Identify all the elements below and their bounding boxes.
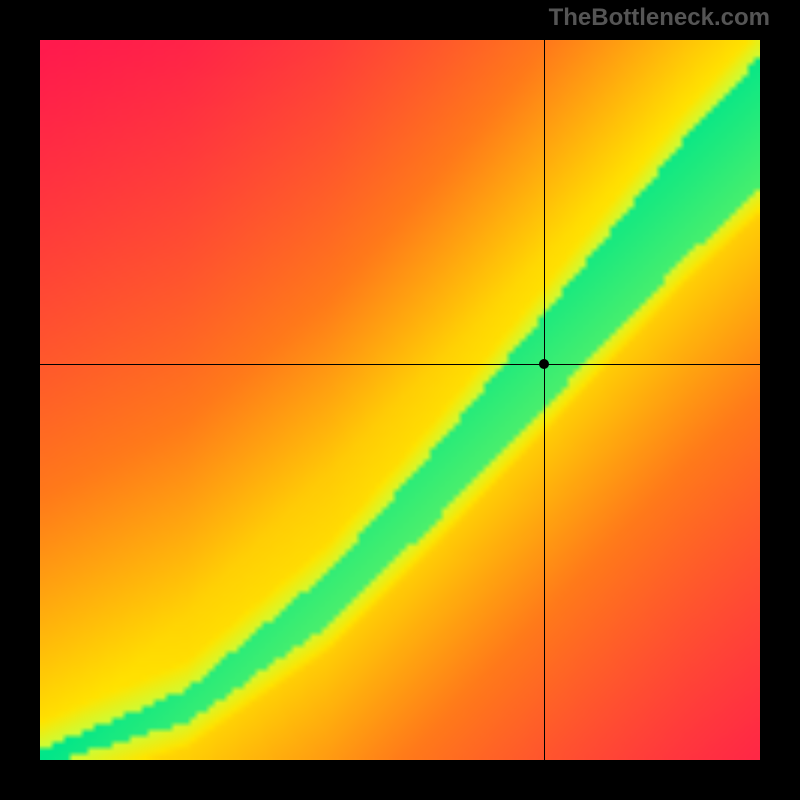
watermark-text: TheBottleneck.com <box>549 4 770 32</box>
heatmap-canvas <box>40 40 760 760</box>
crosshair-horizontal <box>40 364 760 365</box>
bottleneck-heatmap <box>40 40 760 760</box>
crosshair-marker <box>539 359 549 369</box>
crosshair-vertical <box>544 40 545 760</box>
